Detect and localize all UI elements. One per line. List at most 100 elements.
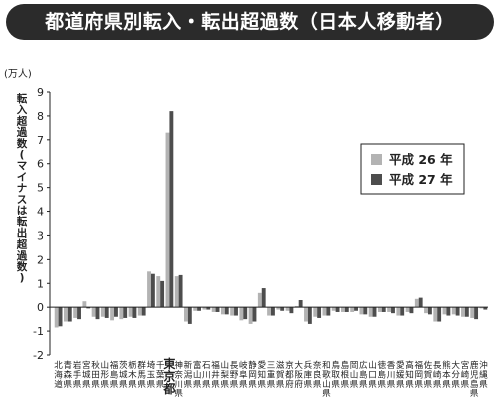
bar-h26 [470,307,475,318]
y-axis-label-char: 数 [16,137,28,150]
svg-text:福: 福 [211,360,220,371]
y-tick-label: -1 [33,325,44,338]
y-tick-label: 6 [37,158,44,171]
svg-text:香: 香 [387,360,396,371]
y-tick-label: 9 [37,86,44,99]
bars [54,111,488,328]
x-label: 福井県 [211,360,220,390]
svg-text:島: 島 [470,378,479,390]
svg-text:兵: 兵 [304,359,313,371]
svg-text:県: 県 [202,379,211,390]
bar-h27 [224,307,229,315]
svg-text:賀: 賀 [276,368,285,380]
svg-text:県: 県 [156,379,165,390]
x-label: 大分県 [451,359,460,390]
svg-text:県: 県 [193,379,202,390]
bar-h26 [193,307,198,311]
svg-text:県: 県 [359,379,368,390]
bar-h26 [202,307,207,310]
bar-h27 [464,307,469,317]
svg-text:長: 長 [433,360,442,371]
svg-text:島: 島 [341,359,350,371]
bar-h27 [261,288,266,308]
bar-h26 [322,307,327,316]
svg-text:県: 県 [257,379,266,390]
bar-h26 [405,307,410,312]
x-label: 島根県 [341,359,350,390]
y-axis-ticks: -2 -1 0 1 2 3 4 5 6 7 8 9 [33,86,50,362]
x-label: 広島県 [359,359,368,390]
svg-text:静: 静 [248,359,257,371]
y-tick-label: 0 [37,301,44,314]
svg-text:千: 千 [156,360,165,371]
svg-text:県: 県 [267,379,276,390]
bar-h26 [433,307,438,322]
bar-h27 [252,307,257,322]
bar-h26 [174,276,179,308]
bar-h26 [340,307,345,312]
bar-h26 [137,307,142,316]
svg-text:川: 川 [174,380,183,390]
svg-text:県: 県 [137,379,146,390]
chart-title: 都道府県別転入・転出超過数（日本人移動者） [45,11,455,33]
x-label: 長野県 [230,360,239,390]
svg-text:玉: 玉 [147,369,156,380]
bar-h27 [243,307,248,320]
bar-h27 [289,307,294,314]
bar-h27 [271,307,275,316]
x-label: 奈良県 [313,359,322,390]
x-label: 徳島県 [378,359,387,390]
svg-text:海: 海 [54,368,63,380]
legend-box [360,143,465,195]
bar-h27 [363,307,368,315]
svg-text:重: 重 [267,368,276,380]
x-label: 沖縄県 [479,359,488,390]
svg-text:県: 県 [387,379,396,390]
svg-text:県: 県 [470,388,479,399]
svg-text:山: 山 [193,369,202,380]
svg-text:県: 県 [221,379,230,390]
svg-text:茨: 茨 [119,359,128,371]
bar-h26 [257,292,262,308]
y-axis-label-char: ナ [17,183,28,195]
svg-text:三: 三 [267,361,276,371]
y-axis-label-char: 転 [17,215,28,228]
bar-h27 [317,307,322,318]
svg-text:島: 島 [110,368,119,380]
svg-text:井: 井 [211,368,220,380]
y-axis-label-char: 入 [17,104,28,116]
svg-text:埼: 埼 [147,359,156,371]
x-label: 岩手県 [73,359,82,390]
svg-text:取: 取 [331,369,340,380]
svg-text:崎: 崎 [433,368,442,380]
svg-text:木: 木 [128,368,137,380]
y-tick-label: 4 [37,206,44,219]
x-label: 滋賀県 [276,359,285,390]
svg-text:良: 良 [313,368,322,380]
title-bar: 都道府県別転入・転出超過数（日本人移動者） [6,4,494,40]
legend-swatch [371,154,382,165]
svg-text:宮: 宮 [82,359,91,371]
svg-text:北: 北 [54,360,63,371]
bar-h27 [372,307,377,317]
svg-text:本: 本 [442,368,451,380]
svg-text:富: 富 [193,359,202,371]
y-axis-label-char: 超 [16,114,28,127]
svg-text:県: 県 [174,388,183,399]
y-tick-label: -2 [33,349,44,362]
bar-h27 [400,307,405,316]
bar-h26 [267,307,271,316]
svg-text:群: 群 [137,359,146,371]
y-tick-label: 3 [37,229,44,242]
svg-text:山: 山 [350,369,359,380]
x-label: 千葉県 [156,360,165,390]
svg-text:阜: 阜 [239,368,248,380]
bar-h27 [455,307,460,316]
svg-text:媛: 媛 [396,368,405,380]
svg-text:川: 川 [202,370,211,380]
bar-h26 [119,307,124,320]
x-label: 埼玉県 [147,359,156,390]
svg-text:熊: 熊 [442,359,451,371]
